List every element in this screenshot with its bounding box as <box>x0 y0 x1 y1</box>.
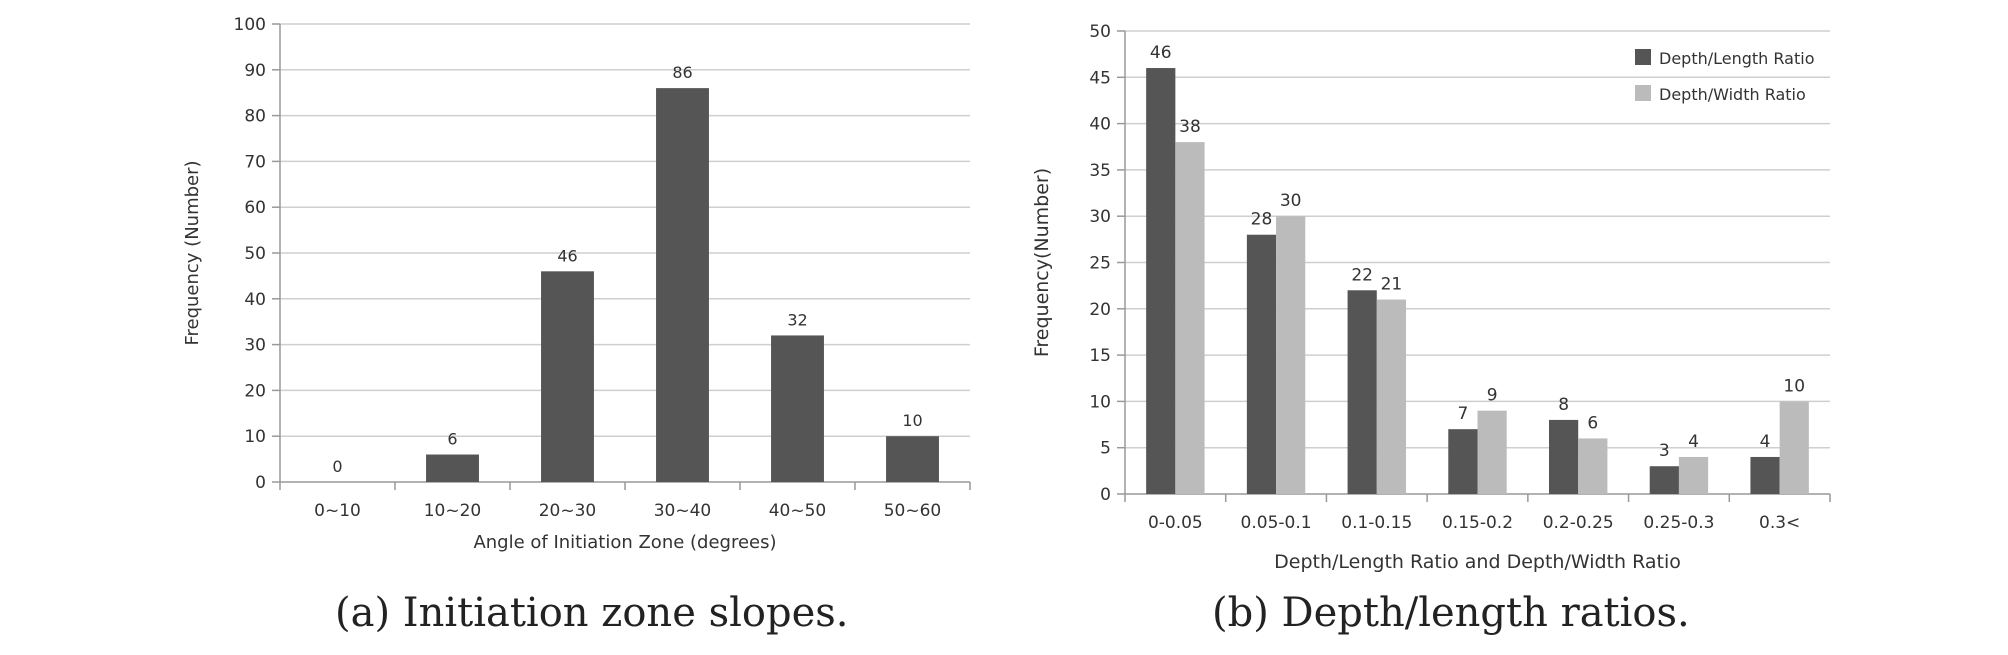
chart-depth-length-ratios: 0 5 10 15 20 25 30 35 40 45 50 46 38 0-0.05 28 30 0.05-0… <box>1030 0 1860 590</box>
x-tick-label: 0.05-0.1 <box>1241 513 1312 533</box>
y-tick-label: 0 <box>1100 485 1111 505</box>
bar <box>1448 429 1478 494</box>
x-tick-label: 20~30 <box>539 501 597 521</box>
y-tick-label: 10 <box>244 427 266 447</box>
data-label: 4 <box>1688 432 1699 452</box>
x-tick-label: 0-0.05 <box>1148 513 1203 533</box>
y-axis-title: Frequency (Number) <box>182 160 203 345</box>
bar <box>1678 456 1709 494</box>
x-tick-label: 10~20 <box>424 501 482 521</box>
y-tick-label: 5 <box>1100 439 1111 459</box>
data-label: 7 <box>1457 404 1468 424</box>
y-tick-label: 80 <box>244 107 266 127</box>
x-tick-label: 0.3< <box>1759 513 1800 533</box>
bar <box>1578 438 1608 494</box>
bar <box>1750 456 1780 494</box>
legend-label: Depth/Width Ratio <box>1659 85 1806 104</box>
bar <box>771 335 824 482</box>
y-tick-label: 100 <box>234 15 266 35</box>
data-label: 46 <box>1150 43 1172 63</box>
y-tick-label: 30 <box>244 336 266 356</box>
y-tick-label: 15 <box>1089 346 1111 366</box>
bar <box>1549 419 1579 494</box>
y-tick-label: 60 <box>244 198 266 218</box>
caption-b: (b) Depth/length ratios. <box>1212 590 1690 636</box>
bar <box>886 436 939 482</box>
data-label: 32 <box>787 310 807 329</box>
y-tick-label: 70 <box>244 152 266 172</box>
bar <box>1175 142 1205 494</box>
data-label: 30 <box>1280 191 1302 211</box>
data-label: 38 <box>1179 117 1201 137</box>
x-tick-label: 30~40 <box>654 501 712 521</box>
bar <box>1246 234 1277 494</box>
data-label: 86 <box>672 63 692 82</box>
bar <box>1477 410 1507 494</box>
chart-b-svg: 0510152025303540455046380-0.0528300.05-0… <box>1031 22 1831 573</box>
bar <box>1779 401 1809 494</box>
y-tick-label: 45 <box>1089 68 1111 88</box>
data-label: 0 <box>332 457 342 476</box>
y-tick-label: 25 <box>1089 254 1111 274</box>
x-tick-label: 0.1-0.15 <box>1341 513 1412 533</box>
x-axis-title: Angle of Initiation Zone (degrees) <box>473 532 776 553</box>
x-tick-label: 0~10 <box>314 501 361 521</box>
data-label: 46 <box>557 246 577 265</box>
x-tick-label: 50~60 <box>884 501 942 521</box>
y-tick-label: 40 <box>1089 115 1111 135</box>
data-label: 21 <box>1381 275 1403 295</box>
y-tick-label: 30 <box>1089 207 1111 227</box>
y-tick-label: 40 <box>244 290 266 310</box>
data-label: 4 <box>1760 432 1771 452</box>
y-axis-title: Frequency(Number) <box>1031 168 1053 357</box>
bar <box>1347 290 1377 494</box>
x-tick-label: 40~50 <box>769 501 827 521</box>
y-tick-label: 35 <box>1089 161 1111 181</box>
data-label: 6 <box>447 430 457 449</box>
data-label: 9 <box>1487 386 1498 406</box>
x-tick-label: 0.2-0.25 <box>1543 513 1614 533</box>
bar <box>1649 466 1679 494</box>
data-label: 22 <box>1351 265 1373 285</box>
data-label: 6 <box>1587 413 1598 433</box>
y-tick-label: 0 <box>255 473 266 493</box>
chart-a-svg: 0 10 20 30 40 50 60 70 80 90 100 0 0~10 6 10~20 46 20~30… <box>182 15 971 553</box>
bar <box>1146 68 1176 494</box>
bar <box>656 88 709 483</box>
bar <box>541 271 594 482</box>
caption-a: (a) Initiation zone slopes. <box>335 590 849 636</box>
data-label: 10 <box>1783 376 1805 396</box>
legend-swatch <box>1635 49 1651 65</box>
y-tick-label: 10 <box>1089 392 1111 412</box>
legend-label: Depth/Length Ratio <box>1659 49 1814 68</box>
data-label: 10 <box>902 411 922 430</box>
y-tick-label: 50 <box>244 244 266 264</box>
y-tick-label: 50 <box>1089 22 1111 42</box>
y-tick-label: 20 <box>244 381 266 401</box>
bar <box>1376 299 1406 494</box>
x-tick-label: 0.25-0.3 <box>1643 513 1714 533</box>
bar <box>1276 216 1306 494</box>
y-tick-label: 20 <box>1089 300 1111 320</box>
data-label: 28 <box>1251 210 1273 230</box>
chart-initiation-zone-slopes: 0 10 20 30 40 50 60 70 80 90 100 0 0~10 6 10~20 46 20~30… <box>170 0 990 580</box>
x-tick-label: 0.15-0.2 <box>1442 513 1513 533</box>
data-label: 3 <box>1659 441 1670 461</box>
x-axis-title: Depth/Length Ratio and Depth/Width Ratio <box>1274 551 1681 573</box>
bar <box>426 454 479 482</box>
y-tick-label: 90 <box>244 61 266 81</box>
data-label: 8 <box>1558 395 1569 415</box>
legend-swatch <box>1635 85 1651 101</box>
